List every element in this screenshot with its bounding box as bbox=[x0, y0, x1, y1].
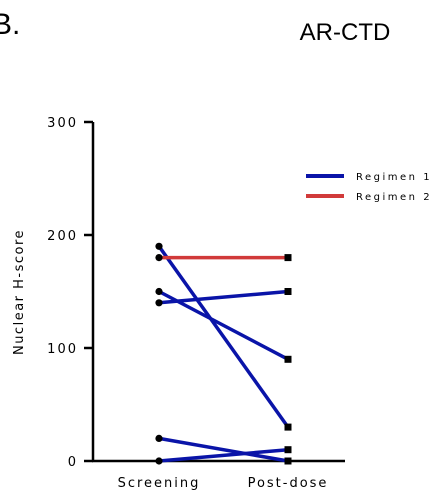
panel-letter: B. bbox=[0, 8, 20, 41]
y-tick-label: 100 bbox=[47, 342, 78, 357]
axes: 0 100 200 300 Screening Post-dose Nuclear H-… bbox=[12, 116, 345, 491]
data-point-screening bbox=[155, 457, 163, 465]
legend-label: Regimen 1 bbox=[356, 172, 432, 183]
legend: Regimen 1 Regimen 2 bbox=[306, 172, 432, 203]
series-line bbox=[158, 436, 289, 463]
chart-title: AR-CTD bbox=[300, 19, 391, 46]
y-tick-label: 300 bbox=[47, 116, 78, 131]
series-line bbox=[158, 447, 289, 463]
data-point-screening bbox=[155, 299, 163, 307]
y-tick-label: 200 bbox=[47, 229, 78, 244]
data-point-screening bbox=[155, 242, 163, 250]
series-line bbox=[157, 245, 290, 429]
x-tick-label: Post-dose bbox=[248, 476, 329, 491]
x-tick-label: Screening bbox=[118, 476, 201, 491]
data-point-post-dose bbox=[284, 254, 292, 262]
y-tick-label: 0 bbox=[68, 455, 78, 470]
series-line bbox=[158, 289, 289, 305]
data-point-screening bbox=[155, 434, 163, 442]
data-point-post-dose bbox=[284, 457, 292, 465]
data-point-post-dose bbox=[284, 288, 292, 295]
y-axis-label: Nuclear H-score bbox=[12, 229, 27, 355]
data-point-screening bbox=[155, 254, 163, 262]
data-point-screening bbox=[155, 287, 163, 296]
series-line bbox=[158, 289, 289, 361]
data-point-post-dose bbox=[284, 355, 292, 363]
data-point-post-dose bbox=[284, 423, 292, 431]
legend-label: Regimen 2 bbox=[356, 192, 432, 203]
series-group bbox=[155, 242, 292, 465]
data-point-post-dose bbox=[284, 446, 292, 454]
